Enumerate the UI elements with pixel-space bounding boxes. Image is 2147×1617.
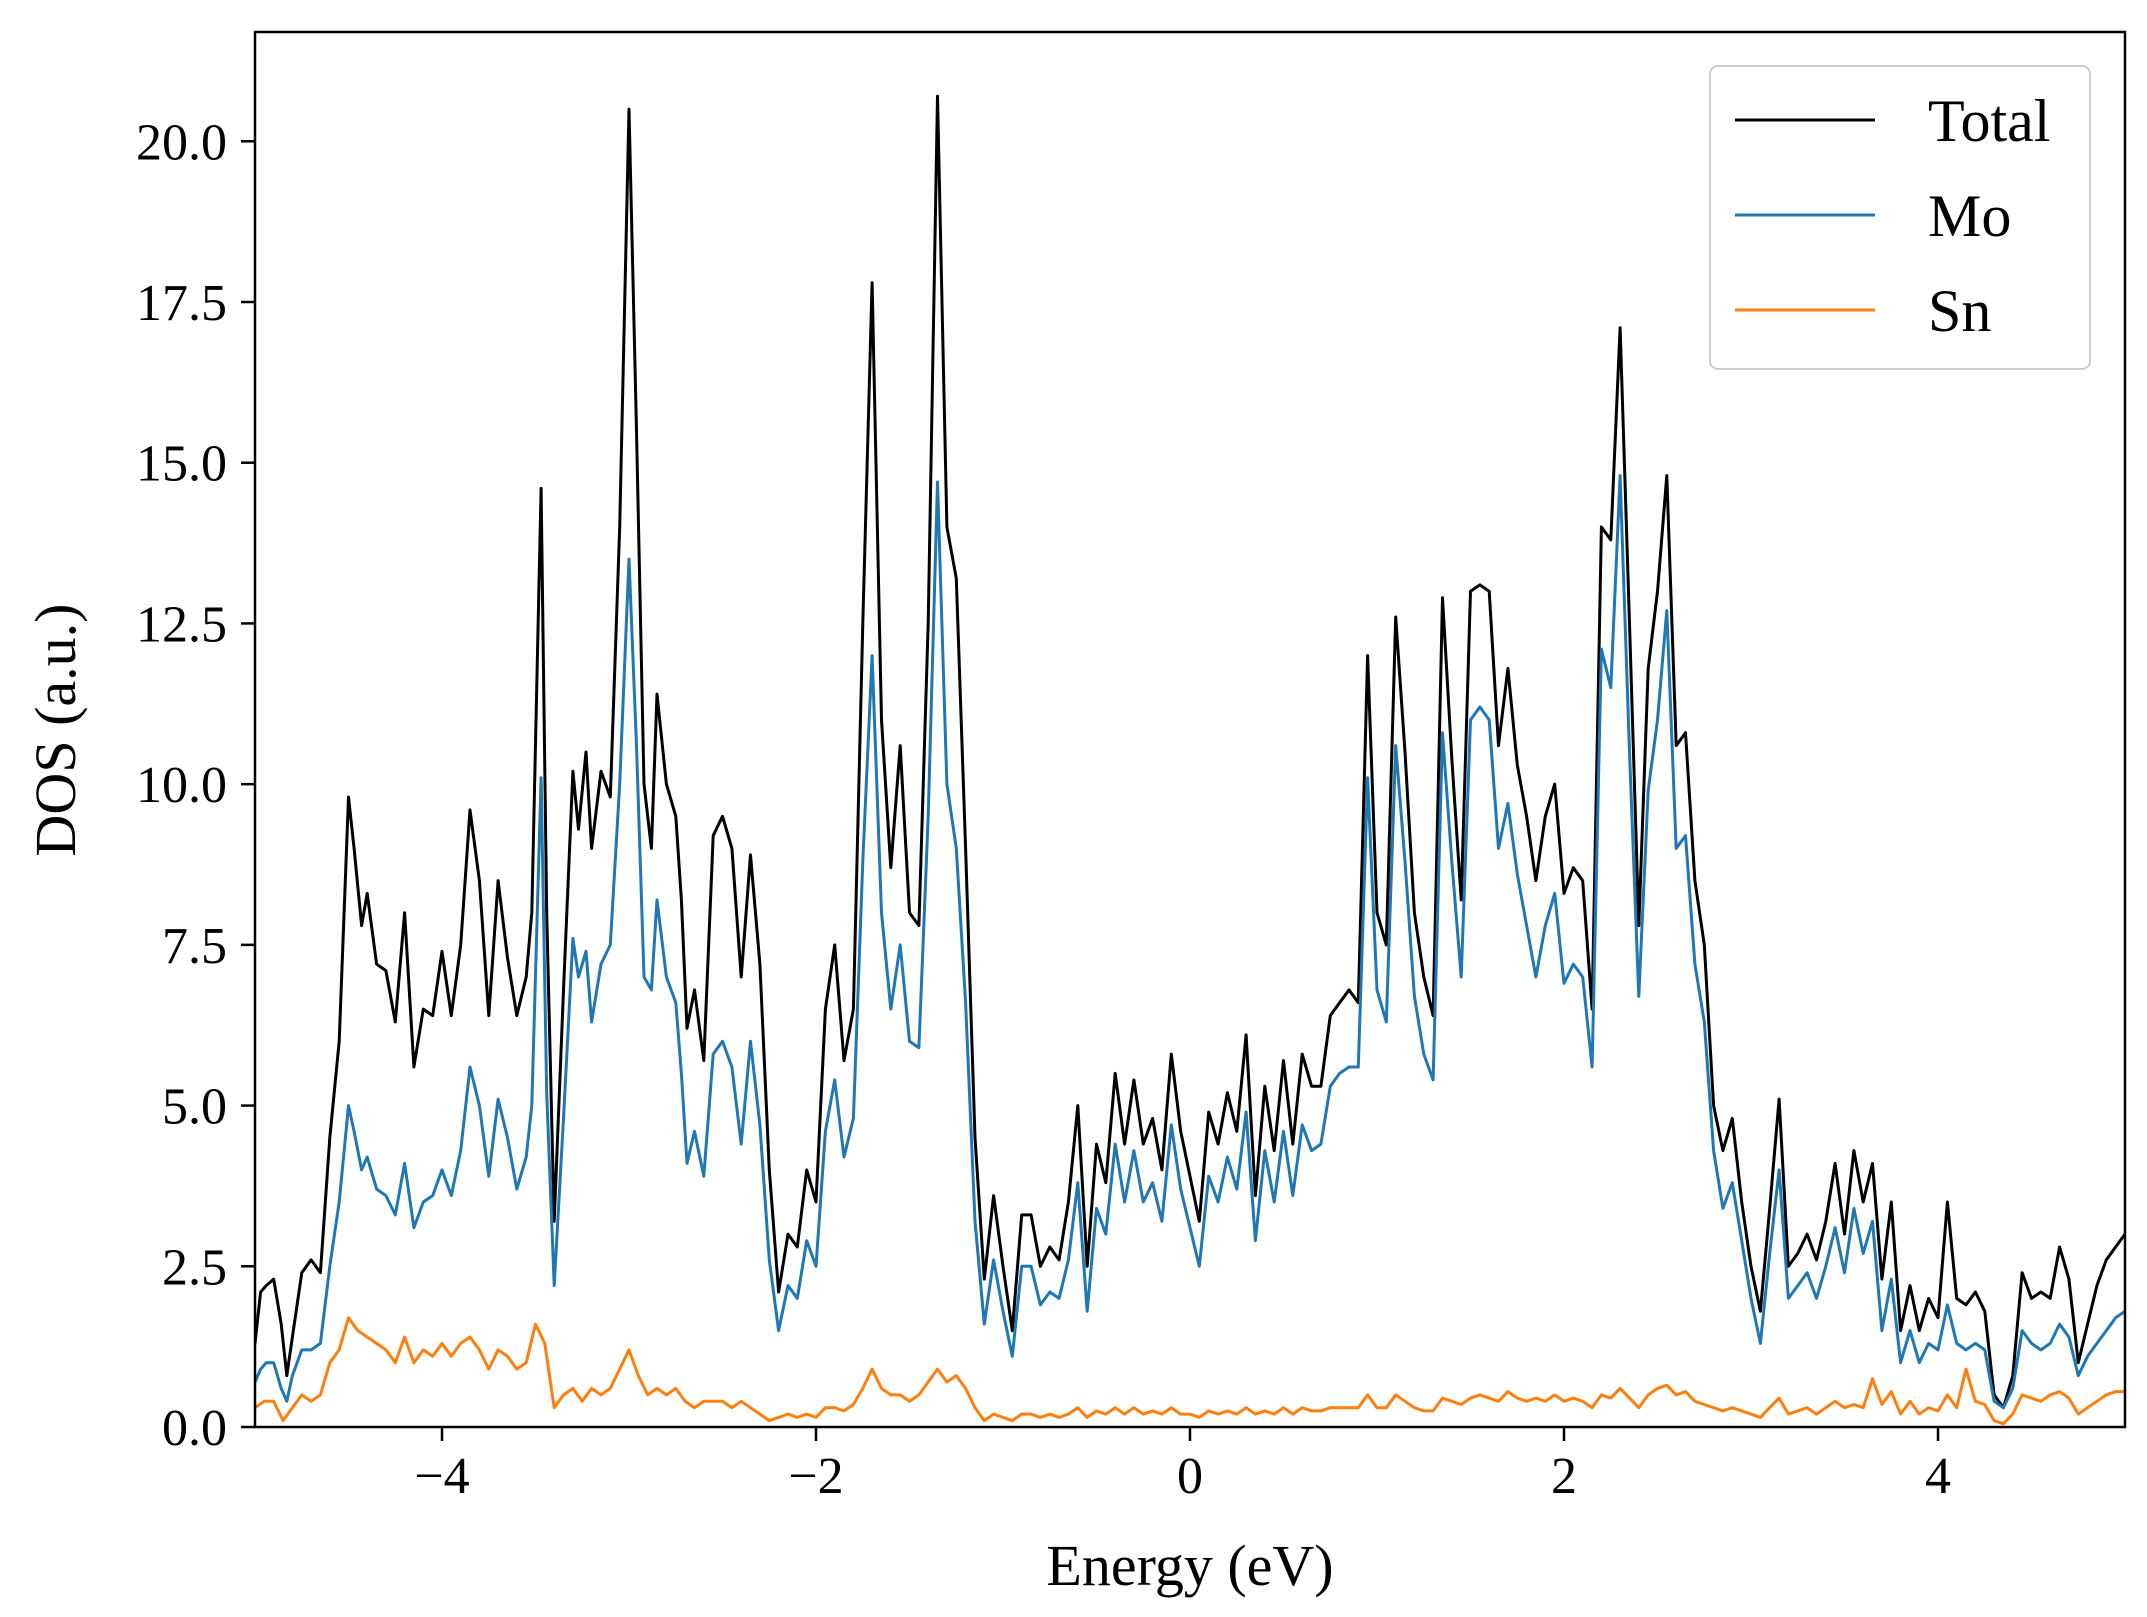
y-tick-label: 20.0 xyxy=(136,114,227,171)
legend-box xyxy=(1709,65,2091,370)
series-line-sn xyxy=(255,1316,2125,1426)
y-tick-label: 17.5 xyxy=(136,275,227,332)
series-line-total xyxy=(255,94,2125,1410)
y-tick-label: 0.0 xyxy=(162,1400,227,1457)
x-tick-label: −4 xyxy=(414,1448,469,1505)
y-tick-label: 15.0 xyxy=(136,436,227,493)
x-axis-label: Energy (eV) xyxy=(1046,1533,1333,1598)
y-tick-label: 10.0 xyxy=(136,757,227,814)
y-axis-ticks: 0.0 2.5 5.0 7.5 10.0 12.5 15.0 17.5 20.0 xyxy=(136,114,255,1457)
legend-label-sn: Sn xyxy=(1928,278,1991,344)
series-line-mo xyxy=(255,474,2125,1410)
legend-label-total: Total xyxy=(1928,88,2050,154)
y-tick-label: 7.5 xyxy=(162,918,227,975)
x-tick-label: −2 xyxy=(788,1448,843,1505)
x-tick-label: 0 xyxy=(1177,1448,1203,1505)
y-tick-label: 2.5 xyxy=(162,1239,227,1296)
legend: Total Mo Sn xyxy=(1709,65,2091,370)
legend-label-mo: Mo xyxy=(1928,183,2011,249)
y-tick-label: 5.0 xyxy=(162,1079,227,1136)
x-tick-label: 4 xyxy=(1925,1448,1951,1505)
y-axis-label: DOS (a.u.) xyxy=(23,604,88,857)
y-tick-label: 12.5 xyxy=(136,596,227,653)
series-layer xyxy=(255,94,2125,1426)
x-tick-label: 2 xyxy=(1551,1448,1577,1505)
x-axis-ticks: −4 −2 0 2 4 xyxy=(414,1427,1951,1505)
